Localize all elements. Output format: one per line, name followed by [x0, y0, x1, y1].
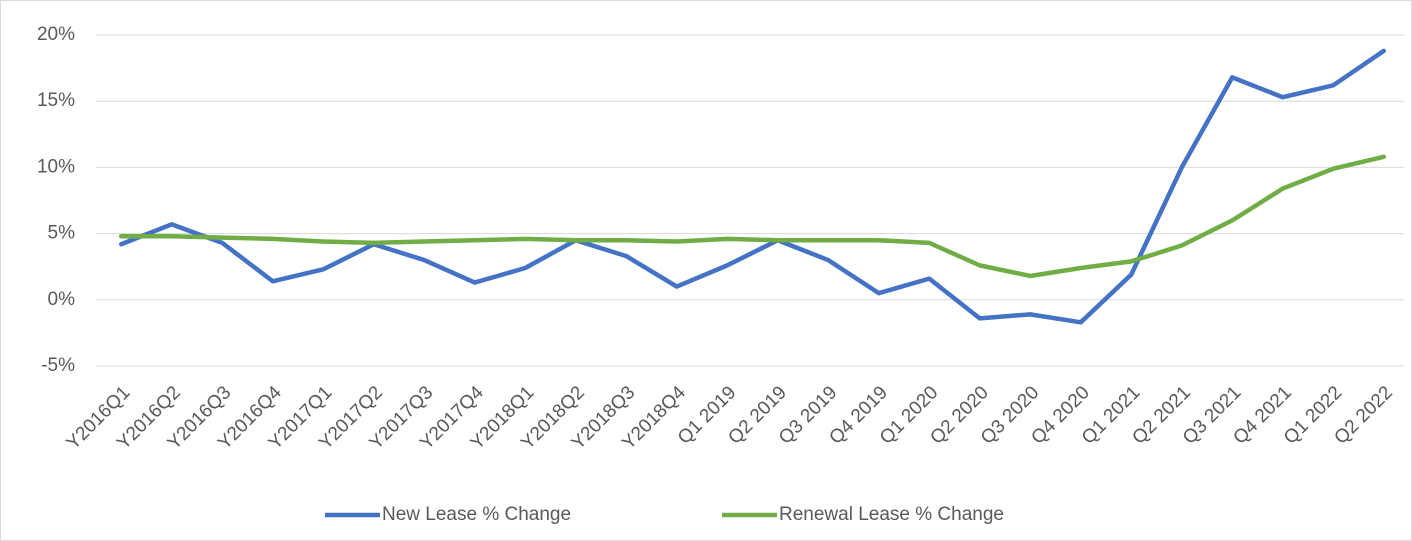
y-tick-label: 10% — [37, 156, 75, 177]
series-line — [119, 48, 1386, 325]
y-tick-label: 15% — [37, 90, 75, 111]
y-tick-label: 5% — [48, 223, 76, 244]
y-tick-label: 20% — [37, 24, 75, 45]
y-tick-label: 0% — [48, 289, 76, 310]
legend-label: New Lease % Change — [382, 504, 571, 525]
series-line — [119, 154, 1386, 279]
legend-label: Renewal Lease % Change — [779, 504, 1004, 525]
y-tick-label: -5% — [41, 355, 75, 376]
